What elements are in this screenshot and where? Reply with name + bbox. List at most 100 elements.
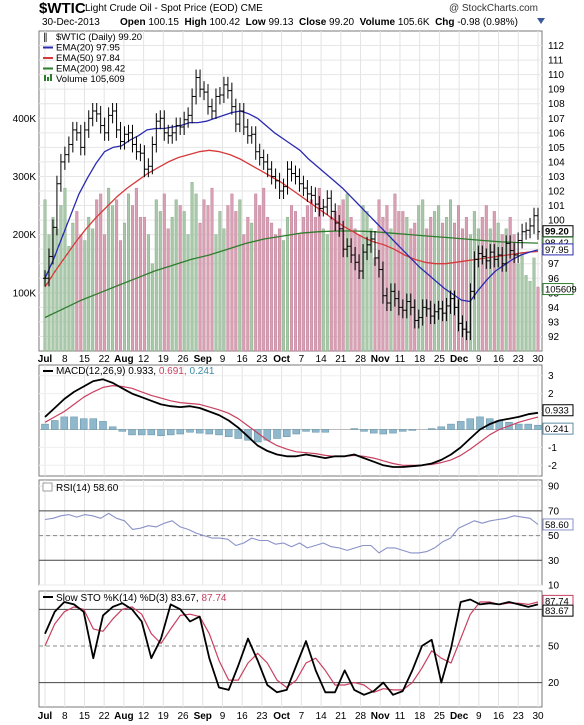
volume-bar	[385, 205, 389, 352]
macd-panel-frame	[38, 364, 543, 477]
x-tick-label-bottom: 16	[237, 711, 249, 722]
volume-bar	[87, 216, 91, 352]
price-tick-label: 103	[548, 172, 565, 183]
volume-bar	[278, 228, 282, 352]
volume-bar	[238, 199, 242, 352]
rsi-last-tag-box	[542, 518, 574, 531]
sto-k-line	[44, 598, 539, 696]
volume-bar	[405, 216, 409, 352]
volume-bar	[258, 205, 262, 352]
price-tick-label: 107	[548, 114, 565, 125]
x-tick-label: 25	[434, 354, 446, 365]
legend-symbol-icon: ∥	[43, 32, 48, 43]
x-tick-label-bottom: 9	[220, 711, 226, 722]
volume-bar	[457, 205, 461, 352]
volume-bar	[464, 216, 468, 352]
volume-bar	[178, 205, 182, 352]
x-tick-label-bottom: 12	[138, 711, 150, 722]
macd-hist-bar	[379, 429, 388, 435]
sto-k-last-tag: 83.67	[545, 606, 569, 617]
volume-bar	[214, 234, 218, 352]
volume-bar	[449, 199, 453, 352]
macd-value: 0.933,	[128, 366, 159, 377]
macd-hist-value: 0.241	[189, 366, 214, 377]
macd-hist-bar	[50, 420, 59, 430]
volume-bar	[51, 216, 55, 352]
volume-bar	[524, 275, 528, 352]
x-tick-label-bottom: 25	[434, 711, 446, 722]
volume-bar	[226, 205, 230, 352]
macd-hist-bar	[118, 429, 127, 432]
sto-legend-label: Slow STO %K(14) %D(3) 83.67, 87.74	[56, 593, 227, 604]
volume-bar	[170, 216, 174, 352]
volume-bar	[111, 205, 115, 352]
volume-tick-label: 300K	[13, 172, 37, 183]
x-tick-label-bottom: 15	[79, 711, 91, 722]
macd-hist-bar	[215, 429, 223, 436]
volume-bar	[409, 228, 413, 352]
macd-tick-label: -2	[548, 461, 557, 472]
brand[interactable]: @ StockCharts.com	[448, 3, 538, 14]
macd-hist-bar	[350, 428, 359, 430]
rsi-line	[44, 512, 539, 554]
x-tick-label: 23	[513, 354, 525, 365]
volume-bar	[461, 228, 465, 352]
ema20-line	[44, 110, 539, 303]
x-tick-label-bottom: 26	[177, 711, 189, 722]
volume-bar	[500, 234, 504, 352]
volume-bar	[91, 228, 95, 352]
rsi-tick-label: 70	[548, 506, 560, 517]
x-tick-label-bottom: 14	[316, 711, 328, 722]
volume-bar	[154, 199, 158, 352]
ema20-last-tag: 97.95	[545, 245, 569, 256]
x-tick-label: 18	[414, 354, 426, 365]
dropdown-arrow-icon[interactable]	[537, 18, 545, 24]
volume-bar	[67, 246, 71, 352]
volume-bar	[528, 281, 532, 352]
volume-bar	[71, 222, 75, 352]
volume-bar	[349, 216, 353, 352]
volume-bar	[536, 286, 540, 352]
x-tick-label: 16	[237, 354, 249, 365]
volume-bar	[130, 205, 134, 352]
x-tick-label-bottom: 11	[395, 711, 406, 722]
volume-bar	[63, 187, 67, 352]
price-tick-label: 92	[548, 332, 560, 343]
volume-bar	[504, 228, 508, 352]
price-tick-label: 100	[548, 216, 565, 227]
x-tick-label: 30	[532, 354, 544, 365]
legend-volume-swatch	[47, 77, 49, 81]
volume-bar	[437, 205, 441, 352]
volume-bar	[290, 205, 294, 352]
macd-hist-bar	[41, 423, 49, 430]
macd-hist-bar	[514, 423, 523, 430]
macd-hist-bar	[60, 416, 69, 430]
symbol: $WTIC	[39, 0, 86, 17]
x-tick-label-bottom: Nov	[371, 711, 390, 722]
x-tick-label-bottom: Jul	[38, 711, 53, 722]
x-tick-label: 11	[395, 354, 406, 365]
macd-hist-bar	[398, 429, 407, 432]
ema50-line	[44, 149, 539, 288]
x-tick-label: 7	[299, 354, 305, 365]
x-tick-label-bottom: 30	[532, 711, 544, 722]
volume-tick-label: 400K	[13, 114, 37, 125]
volume-bar	[401, 211, 405, 352]
x-tick-label: Dec	[450, 354, 469, 365]
sto-d-line	[44, 601, 539, 693]
volume-bar	[166, 228, 170, 352]
volume-bar	[417, 205, 421, 352]
volume-bar	[345, 193, 349, 352]
price-last-tag: 99.20	[545, 227, 569, 238]
volume-bar	[484, 205, 488, 352]
x-tick-label-bottom: 23	[513, 711, 525, 722]
x-tick-label: Nov	[371, 354, 390, 365]
volume-bar	[115, 199, 119, 352]
sto-k-value: 83.67,	[171, 593, 202, 604]
x-tick-label-bottom: 18	[414, 711, 426, 722]
price-tick-label: 101	[548, 201, 565, 212]
high-value: 100.42	[209, 17, 241, 28]
volume-bar	[445, 216, 449, 352]
macd-hist-bar	[437, 426, 446, 430]
